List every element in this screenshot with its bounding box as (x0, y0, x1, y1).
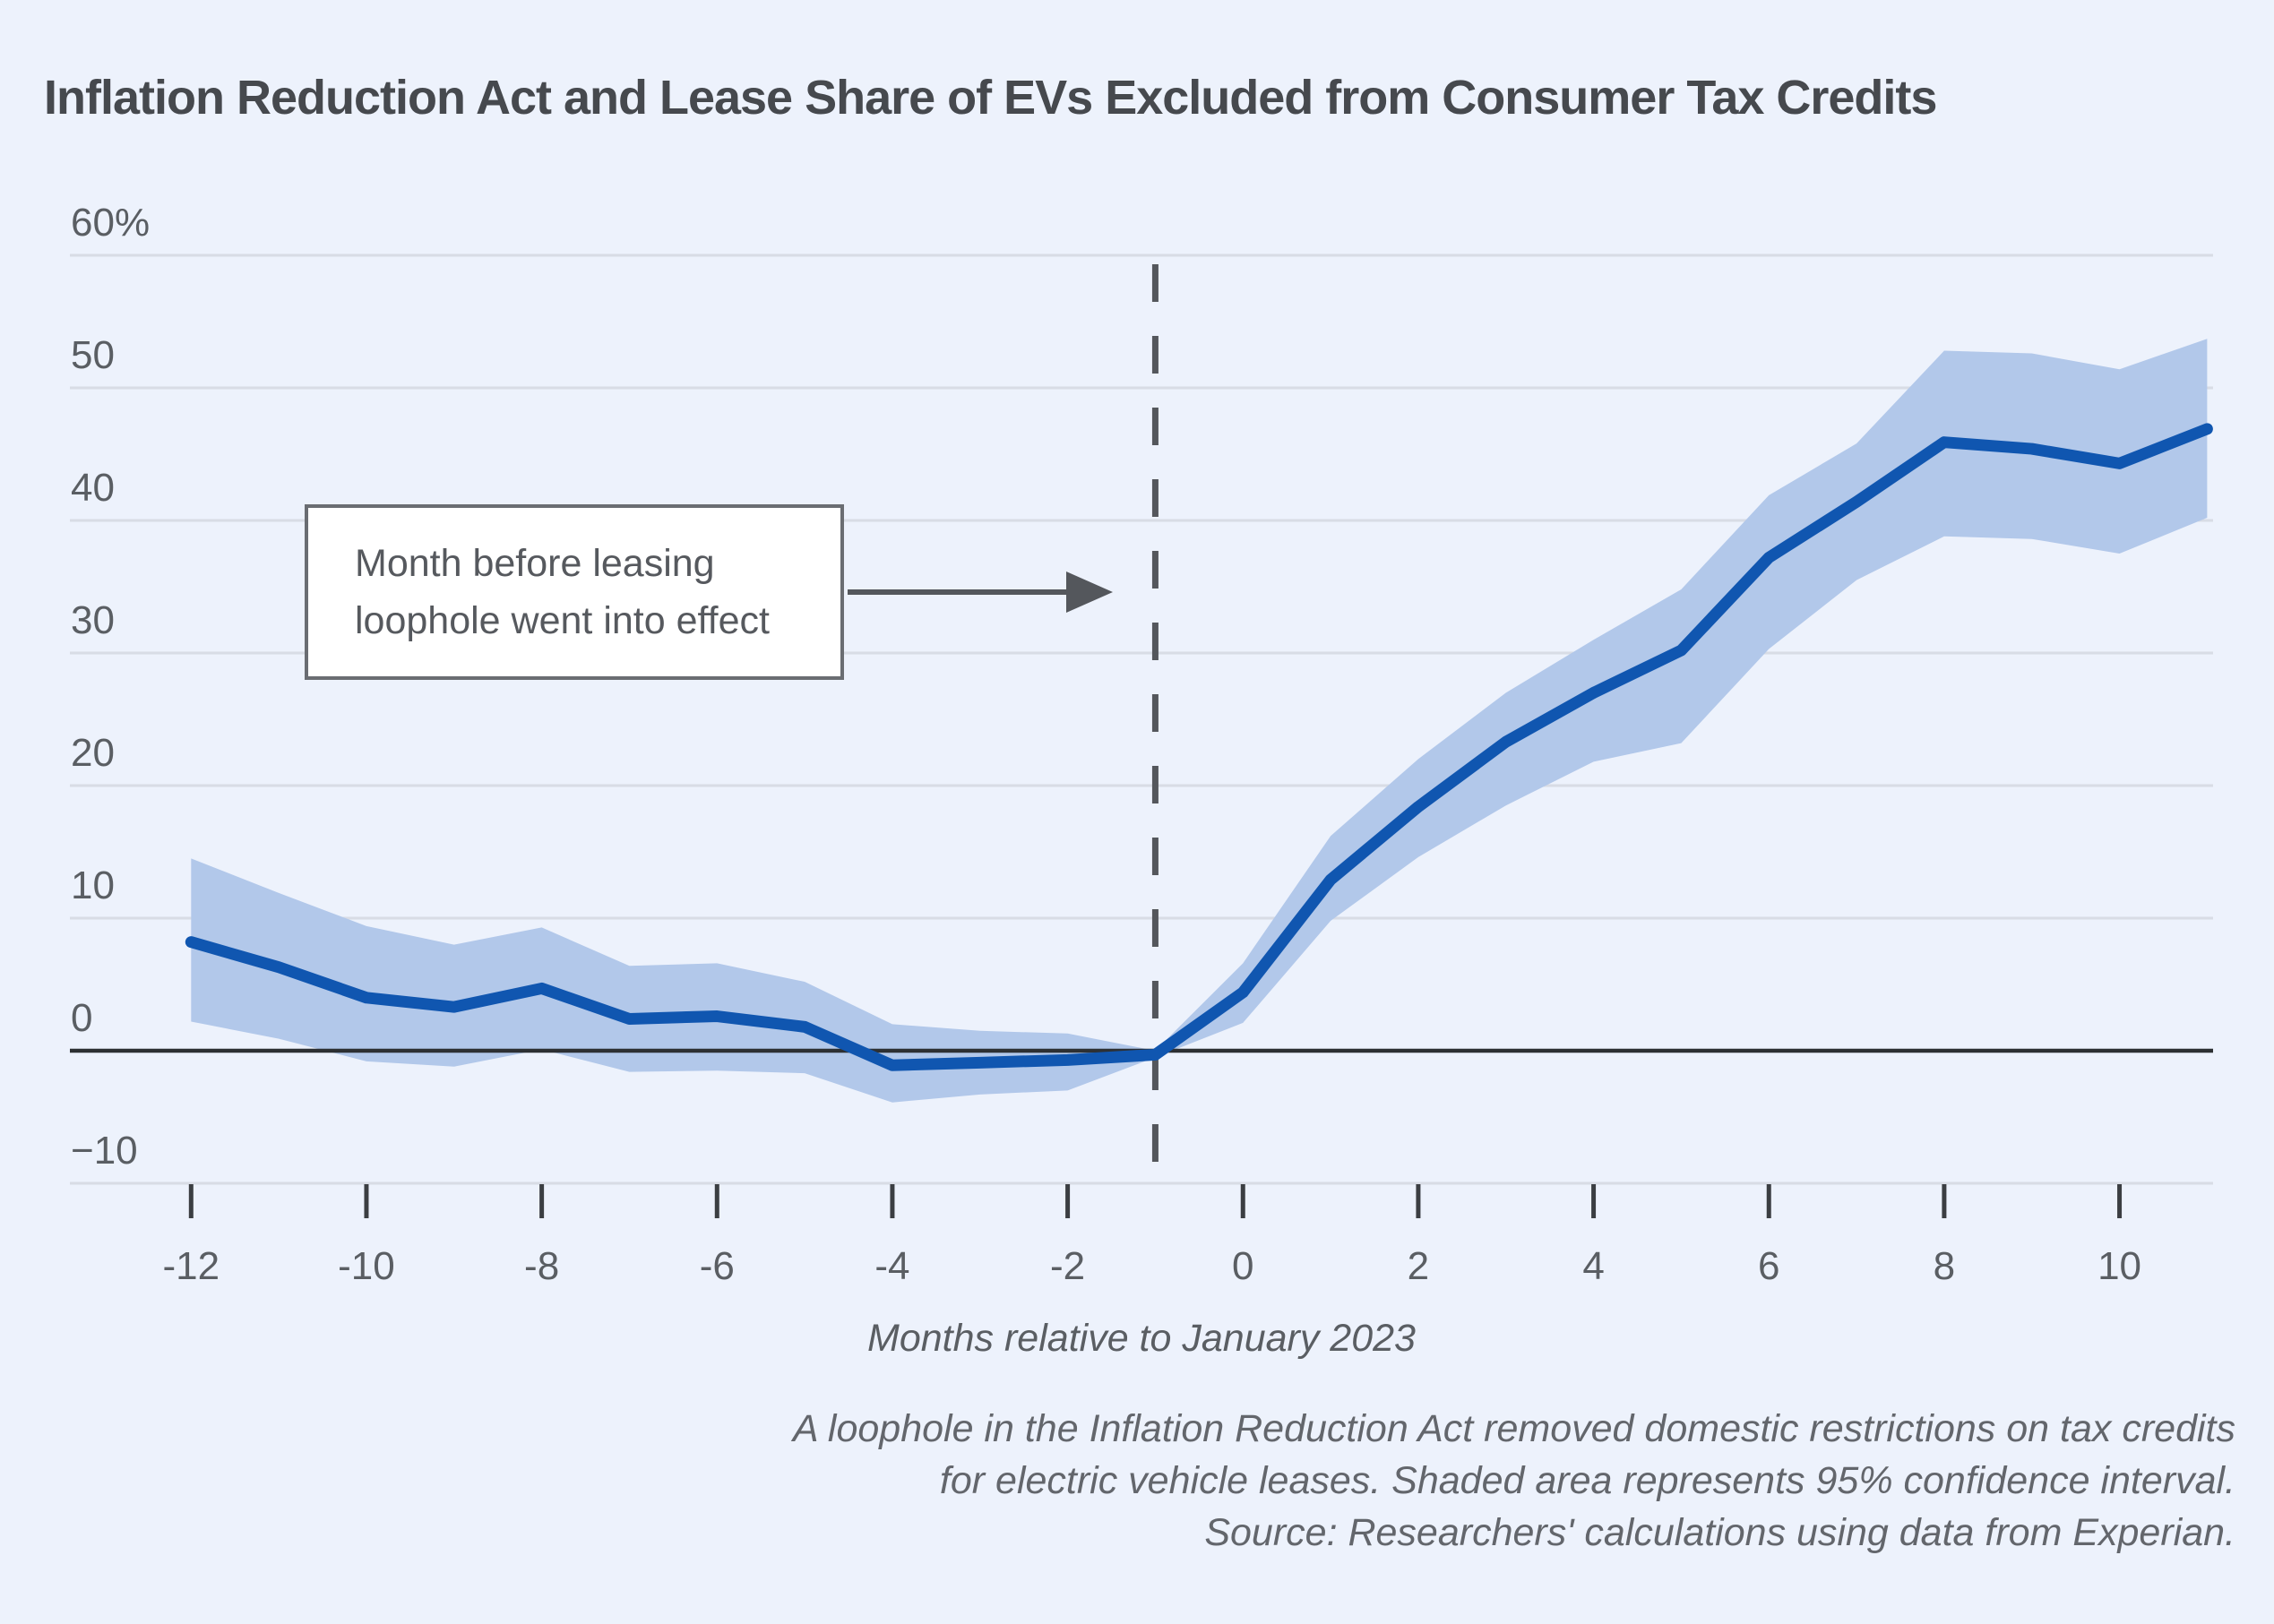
x-tick-label: 4 (1582, 1244, 1604, 1288)
x-tick-label: -6 (700, 1244, 735, 1288)
y-tick-label: 60% (71, 201, 150, 245)
x-tick-label: -12 (163, 1244, 220, 1288)
y-tick-label: 0 (71, 996, 92, 1040)
source-line: Source: Researchers' calculations using … (1204, 1511, 2235, 1554)
annotation-arrow-head (1066, 571, 1113, 613)
mean-line (185, 423, 2213, 1071)
x-tick-label: 6 (1758, 1244, 1779, 1288)
x-tick-label: -8 (524, 1244, 559, 1288)
chart-title: Inflation Reduction Act and Lease Share … (44, 71, 1937, 125)
y-tick-label: 40 (71, 466, 115, 510)
annotation-box: Month before leasing loophole went into … (305, 504, 844, 680)
note-line1: A loophole in the Inflation Reduction Ac… (792, 1407, 2235, 1450)
x-tick-label: 10 (2097, 1244, 2141, 1288)
caption-block: A loophole in the Inflation Reduction Ac… (793, 1403, 2235, 1559)
y-tick-label: 20 (71, 731, 115, 775)
x-tick-label: 8 (1934, 1244, 1955, 1288)
x-tick-label: -2 (1050, 1244, 1085, 1288)
confidence-band (191, 339, 2208, 1103)
x-tick-label: 2 (1408, 1244, 1429, 1288)
annotation-text-line1: Month before leasing (355, 542, 715, 585)
x-tick-label: 0 (1232, 1244, 1253, 1288)
note-line2: for electric vehicle leases. Shaded area… (939, 1459, 2235, 1502)
x-axis-title: Months relative to January 2023 (867, 1317, 1416, 1360)
y-tick-label: 10 (71, 864, 115, 907)
x-tick-label: -10 (338, 1244, 395, 1288)
y-tick-label: 30 (71, 598, 115, 642)
x-tick-label: -4 (874, 1244, 909, 1288)
y-tick-label: 50 (71, 333, 115, 377)
y-tick-label: −10 (71, 1129, 138, 1173)
annotation-text-line2: loophole went into effect (355, 599, 770, 642)
